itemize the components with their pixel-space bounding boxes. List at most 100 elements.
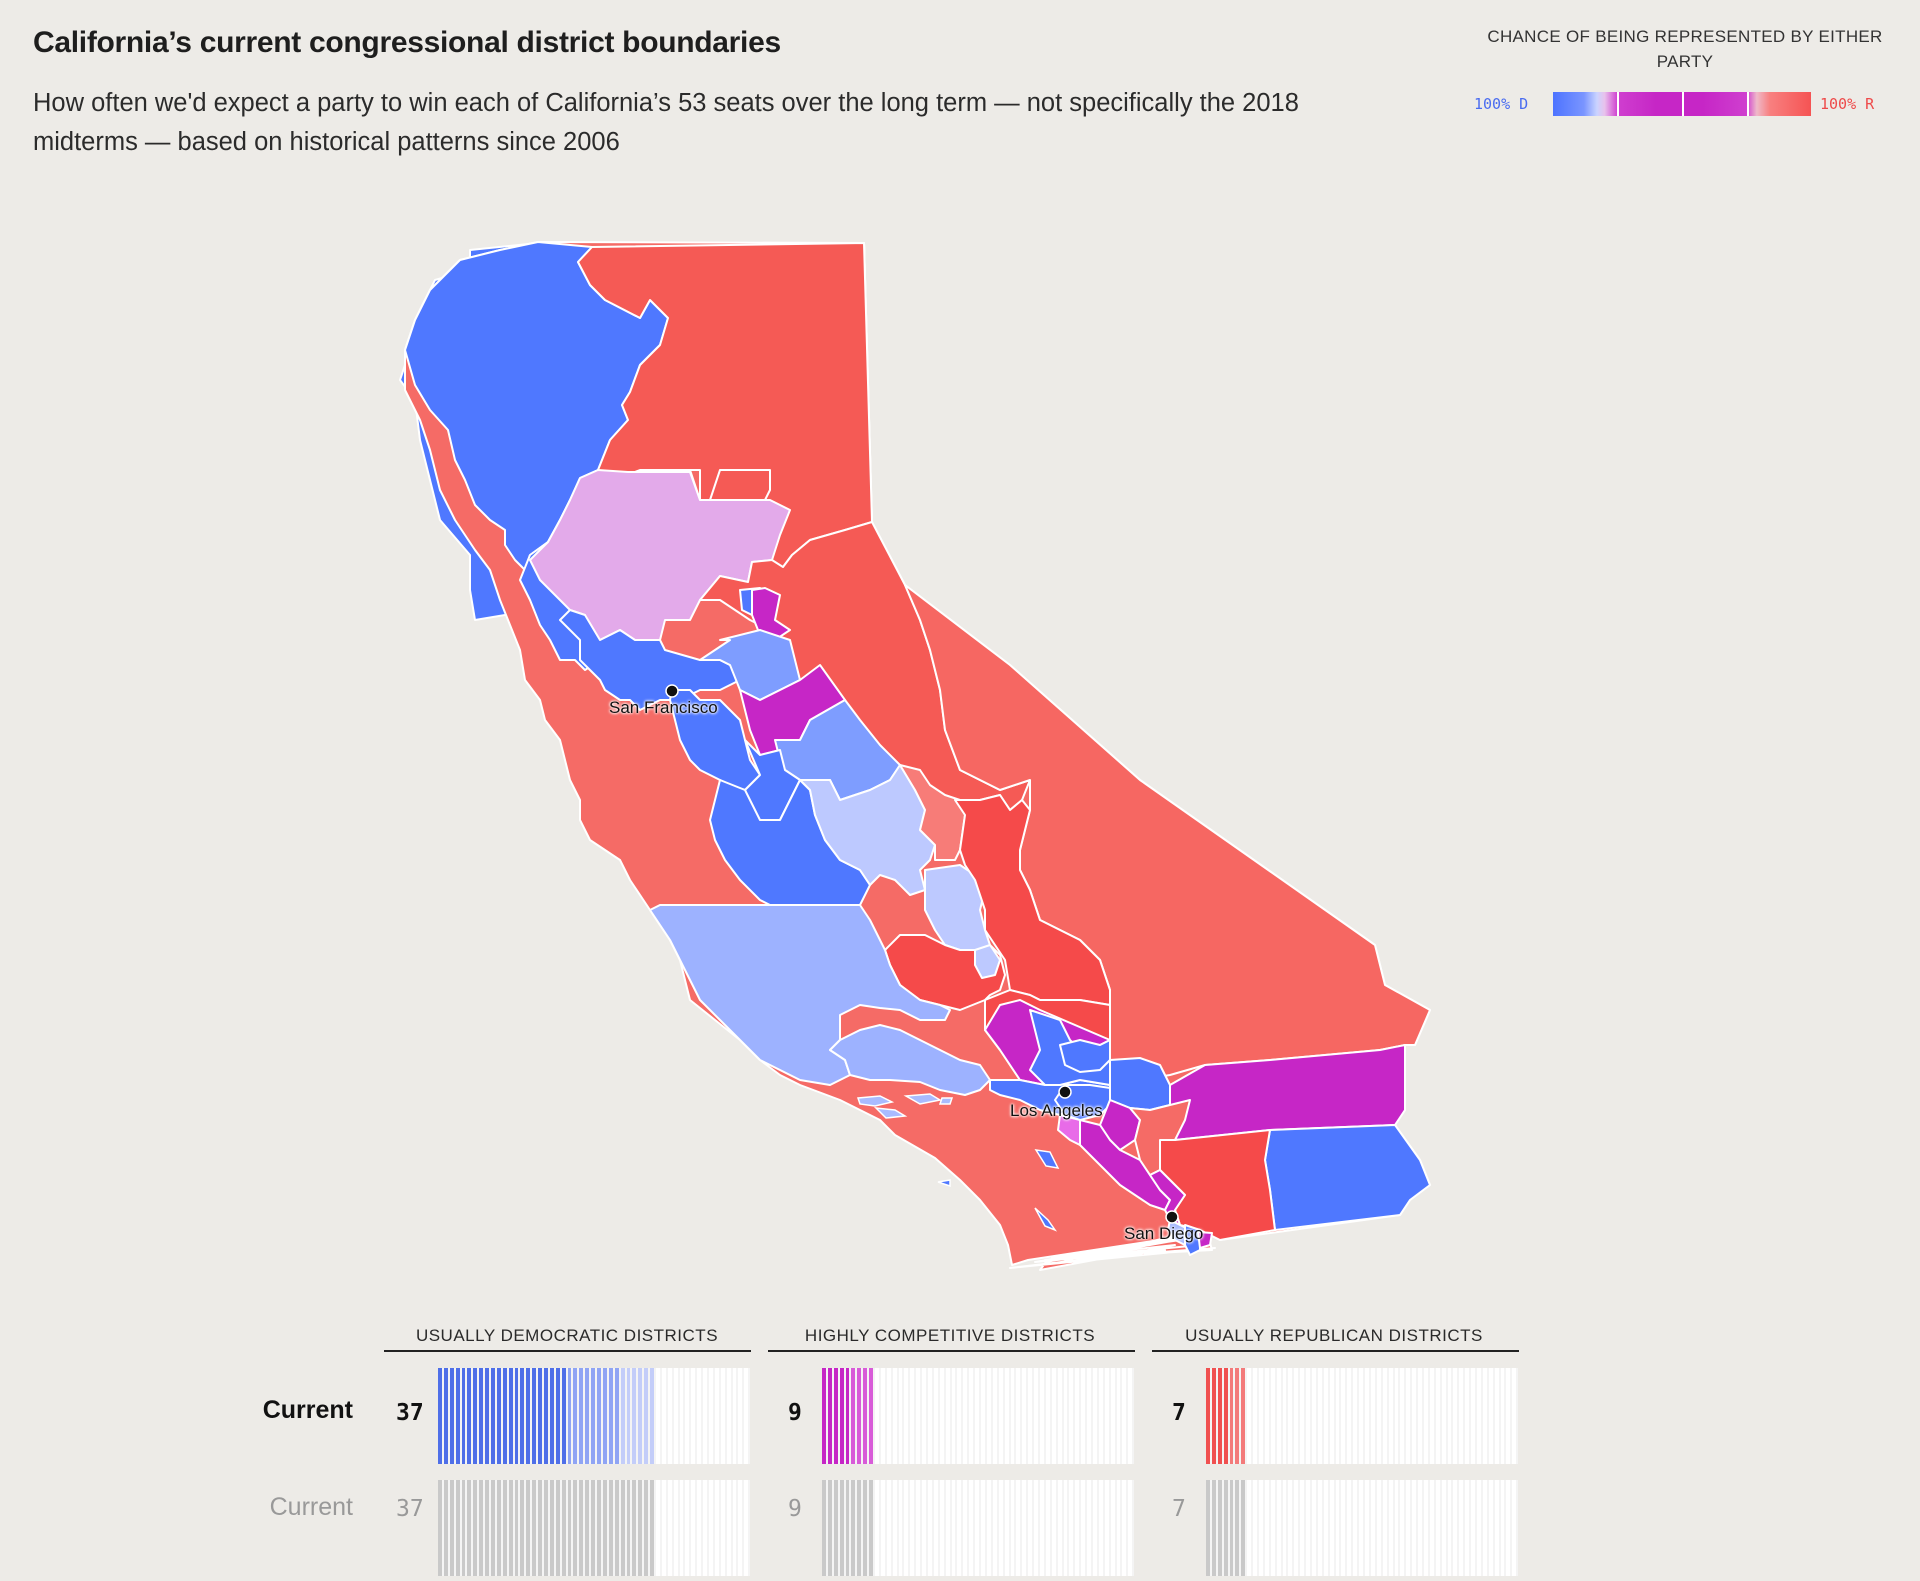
seat-empty — [998, 1368, 1005, 1464]
seat-filled — [632, 1480, 639, 1576]
seat-empty — [1465, 1480, 1472, 1576]
legend-tick — [1747, 92, 1749, 116]
seat-empty — [1128, 1368, 1135, 1464]
seat-empty — [1476, 1368, 1483, 1464]
seat-filled — [479, 1480, 486, 1576]
city-label-la: Los Angeles — [1010, 1101, 1103, 1120]
seat-filled — [544, 1480, 550, 1576]
seat-filled — [585, 1368, 592, 1464]
seat-empty — [1016, 1480, 1023, 1576]
seat-filled — [1206, 1480, 1212, 1576]
legend-right-label: 100% R — [1820, 95, 1875, 113]
seat-empty — [1388, 1368, 1395, 1464]
seat-empty — [1323, 1368, 1330, 1464]
seat-empty — [939, 1368, 946, 1464]
district-16[interactable] — [799, 764, 936, 896]
sd-marker — [1165, 1210, 1179, 1224]
seat-filled — [1235, 1368, 1242, 1464]
seat-empty — [1423, 1480, 1430, 1576]
seat-filled — [1211, 1480, 1218, 1576]
district-22-hole[interactable] — [974, 944, 1001, 979]
seat-filled — [573, 1368, 580, 1464]
district-coast-sb[interactable] — [829, 1024, 991, 1096]
seat-bar-track — [1206, 1368, 1519, 1464]
seat-filled — [1211, 1368, 1218, 1464]
island-3 — [903, 1093, 943, 1105]
seat-filled — [822, 1480, 828, 1576]
seat-empty — [1335, 1480, 1342, 1576]
district-51[interactable] — [1264, 1124, 1431, 1231]
seat-empty — [1075, 1480, 1082, 1576]
seat-filled — [561, 1368, 568, 1464]
seat-empty — [1353, 1368, 1360, 1464]
seat-filled — [520, 1480, 527, 1576]
seat-filled — [863, 1368, 870, 1464]
district-sd-purple[interactable] — [1197, 1231, 1213, 1249]
la-marker — [1058, 1085, 1072, 1099]
district-la-east[interactable] — [1109, 1057, 1171, 1111]
seat-empty — [1317, 1480, 1324, 1576]
district-coast-la[interactable] — [1057, 1114, 1081, 1146]
seat-empty — [703, 1368, 709, 1464]
seat-empty — [969, 1368, 976, 1464]
seat-empty — [922, 1480, 929, 1576]
seat-empty — [1045, 1480, 1052, 1576]
seat-empty — [1122, 1368, 1129, 1464]
seat-empty — [1294, 1480, 1301, 1576]
seat-empty — [1476, 1480, 1483, 1576]
seat-filled — [845, 1480, 852, 1576]
seat-empty — [1423, 1368, 1430, 1464]
count-competitive-comparison: 9 — [788, 1496, 802, 1522]
seat-empty — [886, 1368, 893, 1464]
seat-empty — [1110, 1368, 1117, 1464]
seat-empty — [928, 1480, 934, 1576]
seat-empty — [1418, 1480, 1424, 1576]
district-la-valley[interactable] — [1059, 1039, 1111, 1073]
row-label-current: Current — [262, 1396, 353, 1424]
district-10-east[interactable] — [899, 764, 966, 861]
seat-bar-track — [1206, 1480, 1519, 1576]
seat-empty — [945, 1368, 952, 1464]
seat-filled — [1235, 1480, 1242, 1576]
seat-empty — [1288, 1480, 1295, 1576]
seat-filled — [496, 1480, 503, 1576]
seat-empty — [910, 1480, 917, 1576]
seat-empty — [744, 1368, 751, 1464]
district-sd-d[interactable] — [1184, 1224, 1201, 1256]
seat-filled — [514, 1480, 521, 1576]
seat-filled — [608, 1480, 615, 1576]
seat-bar-track — [822, 1480, 1135, 1576]
seat-filled — [455, 1480, 462, 1576]
seat-filled — [485, 1368, 492, 1464]
seat-empty — [1259, 1480, 1265, 1576]
seat-empty — [1034, 1480, 1040, 1576]
seat-empty — [732, 1480, 739, 1576]
island-2 — [873, 1107, 908, 1119]
seat-filled — [869, 1480, 876, 1576]
seat-empty — [1087, 1368, 1093, 1464]
district-7[interactable] — [751, 587, 791, 641]
seat-empty — [1022, 1368, 1029, 1464]
seat-empty — [720, 1480, 727, 1576]
seat-empty — [1406, 1480, 1413, 1576]
seat-empty — [1435, 1480, 1442, 1576]
seat-empty — [1051, 1480, 1058, 1576]
seat-filled — [443, 1368, 450, 1464]
seat-empty — [1270, 1480, 1277, 1576]
seat-empty — [1400, 1480, 1407, 1576]
seat-empty — [1128, 1480, 1135, 1576]
seat-filled — [491, 1480, 497, 1576]
seat-empty — [1306, 1368, 1313, 1464]
seat-empty — [1004, 1480, 1011, 1576]
seat-filled — [827, 1480, 834, 1576]
count-competitive: 9 — [788, 1400, 802, 1426]
seat-empty — [1482, 1368, 1489, 1464]
seat-empty — [720, 1368, 727, 1464]
seat-filled — [620, 1480, 627, 1576]
seat-empty — [1435, 1368, 1442, 1464]
seat-empty — [679, 1368, 686, 1464]
district-orange-r[interactable] — [1129, 1099, 1191, 1176]
seat-filled — [555, 1480, 562, 1576]
seat-empty — [981, 1368, 987, 1464]
seat-empty — [703, 1480, 709, 1576]
